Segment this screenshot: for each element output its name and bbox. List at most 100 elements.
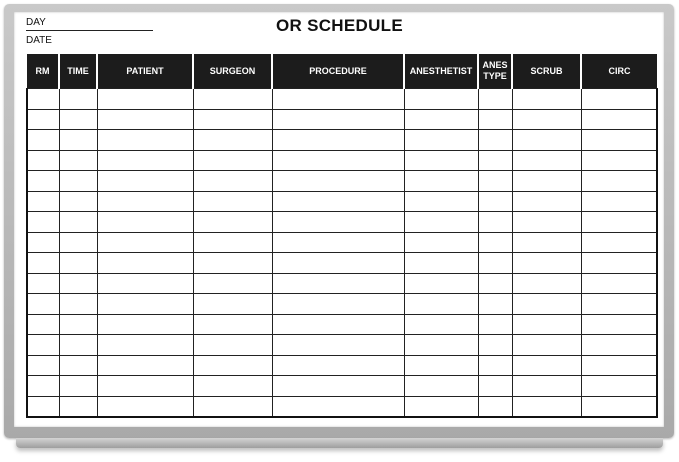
table-cell — [58, 149, 98, 171]
table-cell — [477, 149, 513, 171]
table-cell — [511, 252, 582, 274]
table-cell — [580, 293, 658, 315]
table-cell — [58, 395, 98, 418]
table-cell — [403, 293, 479, 315]
table-cell — [477, 231, 513, 253]
table-cell — [96, 334, 194, 356]
day-line — [26, 30, 153, 31]
day-label: DAY — [26, 17, 46, 28]
table-cell — [580, 211, 658, 233]
table-row — [26, 129, 658, 151]
table-cell — [96, 190, 194, 212]
table-cell — [271, 272, 405, 294]
table-cell — [271, 395, 405, 418]
table-cell — [26, 231, 60, 253]
table-cell — [511, 231, 582, 253]
table-cell — [96, 108, 194, 130]
table-cell — [26, 395, 60, 418]
table-row — [26, 88, 658, 110]
table-cell — [477, 272, 513, 294]
table-cell — [271, 354, 405, 376]
table-cell — [192, 395, 273, 418]
table-cell — [26, 354, 60, 376]
table-cell — [271, 334, 405, 356]
table-cell — [58, 170, 98, 192]
table-cell — [58, 272, 98, 294]
table-cell — [271, 108, 405, 130]
table-cell — [403, 170, 479, 192]
table-cell — [580, 354, 658, 376]
table-cell — [26, 88, 60, 110]
schedule-table: RM TIME PATIENT SURGEON PROCEDURE ANESTHETIST… — [26, 54, 658, 418]
table-cell — [580, 129, 658, 151]
table-cell — [58, 313, 98, 335]
table-cell — [477, 190, 513, 212]
table-cell — [96, 231, 194, 253]
table-cell — [96, 88, 194, 110]
table-cell — [26, 334, 60, 356]
table-cell — [477, 252, 513, 274]
table-cell — [26, 293, 60, 315]
table-cell — [580, 231, 658, 253]
table-cell — [403, 129, 479, 151]
table-cell — [192, 272, 273, 294]
table-cell — [580, 313, 658, 335]
table-cell — [271, 293, 405, 315]
table-cell — [403, 272, 479, 294]
table-cell — [477, 88, 513, 110]
table-cell — [58, 293, 98, 315]
table-cell — [58, 108, 98, 130]
table-cell — [192, 293, 273, 315]
table-cell — [192, 252, 273, 274]
table-cell — [96, 354, 194, 376]
table-cell — [26, 129, 60, 151]
table-cell — [477, 293, 513, 315]
table-row — [26, 149, 658, 171]
table-cell — [403, 313, 479, 335]
table-cell — [403, 334, 479, 356]
table-cell — [403, 395, 479, 418]
table-cell — [96, 252, 194, 274]
table-cell — [403, 108, 479, 130]
table-cell — [511, 211, 582, 233]
table-cell — [192, 334, 273, 356]
table-cell — [477, 375, 513, 397]
table-row — [26, 313, 658, 335]
table-cell — [580, 395, 658, 418]
table-cell — [271, 170, 405, 192]
table-cell — [58, 231, 98, 253]
column-header: PATIENT — [96, 54, 194, 89]
table-cell — [580, 88, 658, 110]
table-cell — [403, 252, 479, 274]
table-cell — [58, 129, 98, 151]
table-cell — [26, 375, 60, 397]
table-cell — [403, 190, 479, 212]
table-cell — [96, 395, 194, 418]
table-cell — [192, 129, 273, 151]
table-row — [26, 252, 658, 274]
table-cell — [511, 149, 582, 171]
column-header: ANESTHETIST — [403, 54, 479, 89]
table-cell — [511, 129, 582, 151]
table-row — [26, 190, 658, 212]
table-cell — [271, 190, 405, 212]
table-cell — [192, 108, 273, 130]
table-cell — [477, 129, 513, 151]
table-cell — [511, 108, 582, 130]
table-cell — [580, 252, 658, 274]
board-title: OR SCHEDULE — [275, 16, 404, 35]
column-header: SURGEON — [192, 54, 273, 89]
table-cell — [58, 211, 98, 233]
table-cell — [580, 108, 658, 130]
table-cell — [511, 395, 582, 418]
table-cell — [26, 313, 60, 335]
table-cell — [192, 313, 273, 335]
table-cell — [26, 149, 60, 171]
table-cell — [96, 313, 194, 335]
table-cell — [511, 375, 582, 397]
table-cell — [477, 108, 513, 130]
table-cell — [403, 354, 479, 376]
table-cell — [271, 252, 405, 274]
table-cell — [511, 354, 582, 376]
table-row — [26, 354, 658, 376]
